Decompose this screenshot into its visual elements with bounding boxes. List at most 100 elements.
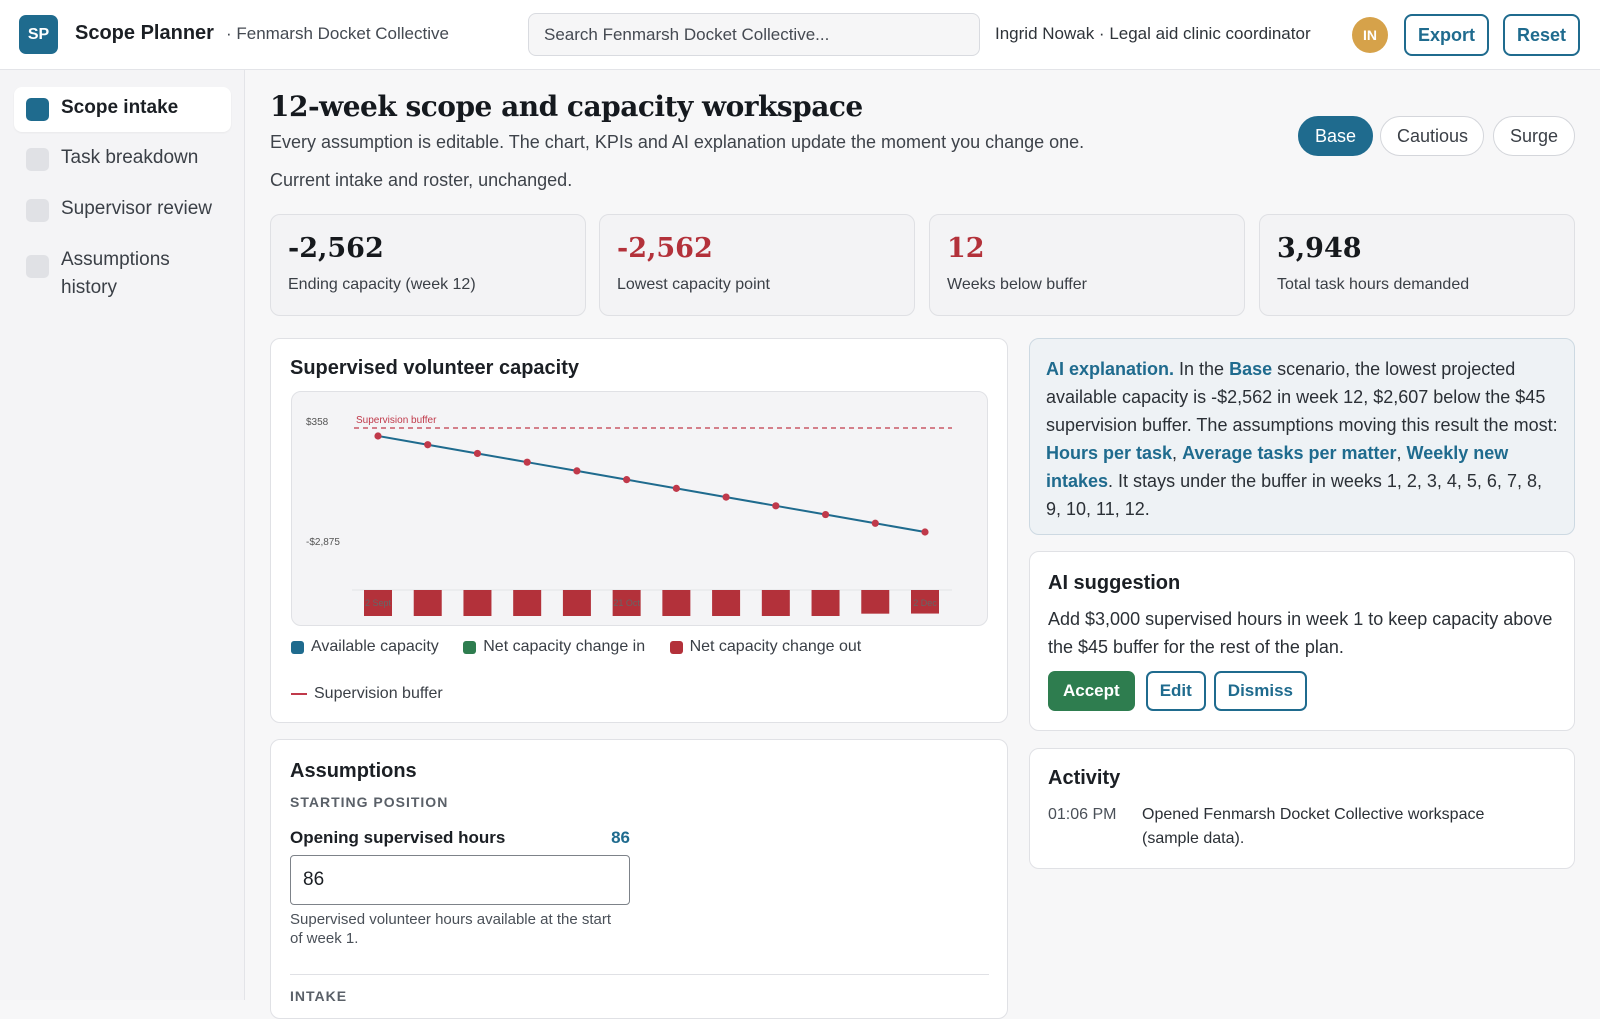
legend-item-buffer: Supervision buffer [291,685,443,703]
page-subtitle: Every assumption is editable. The chart,… [270,132,1085,152]
sidebar-item-task-breakdown[interactable]: Task breakdown [14,137,231,182]
driver-link-hours-per-task[interactable]: Hours per task [1046,443,1173,463]
bar-change-out [612,590,641,616]
activity-time: 01:06 PM [1048,806,1117,823]
kpi-value: -2,562 [617,233,713,264]
ai-explanation-heading: AI explanation. [1046,359,1175,379]
activity-text: Opened Fenmarsh Docket Collective worksp… [1142,806,1485,847]
search-input[interactable] [528,13,980,56]
accept-button[interactable]: Accept [1048,671,1135,711]
user-info: Ingrid Nowak · Legal aid clinic coordina… [995,24,1311,43]
sidebar-item-label: Task breakdown [61,147,199,168]
ai-suggestion-actions: Accept Edit Dismiss [1048,671,1307,711]
capacity-point [573,467,581,475]
sidebar-item-scope-intake[interactable]: Scope intake [14,87,231,132]
driver-link-weekly-intakes[interactable]: Weekly new intakes [1046,443,1509,491]
capacity-point [821,510,830,519]
field-help: Supervised volunteer hours available at … [290,911,612,947]
activity-card: Activity 01:06 PM Opened Fenmarsh Docket… [1029,748,1575,869]
bar-change-out [662,590,691,616]
kpi-label: Ending capacity (week 12) [288,276,476,293]
capacity-point [424,441,432,449]
ai-text: , [1172,443,1183,463]
ai-explanation-card: AI explanation. In the Base scenario, th… [1029,338,1575,535]
legend-label: Net capacity change in [483,638,646,655]
app-name: Scope Planner [75,22,214,44]
kpi-value: -2,562 [288,233,384,264]
kpi-ending-capacity: -2,562 Ending capacity (week 12) [270,214,586,316]
capacity-point [523,458,531,466]
chart-card: Supervised volunteer capacity 2 Sept 21 O… [270,338,1008,723]
bar-change-out [761,590,790,616]
bar-change-out [413,590,442,616]
capacity-point [871,519,879,527]
capacity-point [374,432,382,440]
square-icon [26,255,49,278]
chart-title: Supervised volunteer capacity [290,357,580,379]
export-button[interactable]: Export [1404,14,1490,56]
sidebar-item-assumptions-history[interactable]: Assumptions history [14,239,231,312]
ai-text: . It stays under the buffer in weeks 1, … [1046,471,1542,519]
sidebar-item-label: Scope intake [61,97,179,118]
driver-link-average-tasks[interactable]: Average tasks per matter [1182,443,1397,463]
capacity-line [377,435,926,533]
bar-change-out [513,590,542,616]
page-title: 12-week scope and capacity workspace [270,90,863,123]
ai-suggestion-title: AI suggestion [1048,572,1181,594]
scenario-note: Current intake and roster, unchanged. [270,170,573,190]
scenario-link[interactable]: Base [1229,359,1273,379]
square-icon [26,148,49,171]
kpi-label: Weeks below buffer [947,276,1087,293]
capacity-point [722,493,730,501]
capacity-point [672,484,680,492]
x-tick-label: 21 Oct [613,598,640,608]
activity-title: Activity [1048,767,1121,789]
kpi-label: Total task hours demanded [1277,276,1470,293]
x-tick-label: 2 Sept [365,598,392,608]
capacity-point [921,528,929,536]
ai-text: scenario, the lowest projected available… [1046,359,1558,435]
bar-change-out [861,590,890,614]
square-icon [26,199,49,222]
legend-line [291,693,307,695]
capacity-chart: 2 Sept 21 Oct 2 Dec $358 -$2,875 Supervision … [306,415,952,616]
capacity-point [772,502,780,510]
ai-text: , [1396,443,1407,463]
chart-area: 2 Sept 21 Oct 2 Dec $358 -$2,875 Supervision … [291,391,988,626]
app-logo: SP [19,15,58,54]
sidebar-item-label: Supervisor review [61,198,212,219]
assumptions-card: Assumptions STARTING POSITION Opening su… [270,739,1008,1019]
scenario-base-button[interactable]: Base [1298,116,1373,156]
kpi-value: 12 [947,233,985,264]
org-name: · Fenmarsh Docket Collective [226,24,449,43]
ai-suggestion-text: Add $3,000 supervised hours in week 1 to… [1048,609,1553,657]
bar-change-out [562,590,591,616]
capacity-point [623,476,631,484]
legend-swatch [463,640,477,654]
legend-label: Supervision buffer [314,685,443,702]
y-tick-label: $358 [306,417,329,428]
ai-suggestion-card: AI suggestion Add $3,000 supervised hour… [1029,551,1575,731]
field-label-opening-hours: Opening supervised hours [290,828,506,847]
bar-change-out [364,590,392,616]
square-icon [26,98,49,121]
sidebar-item-label: Assumptions history [61,249,170,298]
opening-hours-input[interactable] [290,855,630,905]
capacity-point [473,449,482,458]
scenario-cautious-button[interactable]: Cautious [1380,116,1484,156]
scenario-surge-button[interactable]: Surge [1493,116,1575,156]
y-tick-label: -$2,875 [306,537,340,548]
assumptions-title: Assumptions [290,760,417,782]
legend-swatch [669,640,683,654]
buffer-label: Supervision buffer [356,415,437,426]
avatar[interactable]: IN [1352,17,1388,53]
legend-item-available: Available capacity [291,638,439,656]
reset-button[interactable]: Reset [1503,14,1581,56]
section-intake: INTAKE [290,988,348,1004]
ai-text: In the [1174,359,1230,379]
dismiss-button[interactable]: Dismiss [1213,671,1307,711]
edit-button[interactable]: Edit [1145,671,1206,711]
sidebar-item-supervisor-review[interactable]: Supervisor review [14,188,231,233]
kpi-label: Lowest capacity point [617,276,770,293]
kpi-value: 3,948 [1277,233,1362,264]
